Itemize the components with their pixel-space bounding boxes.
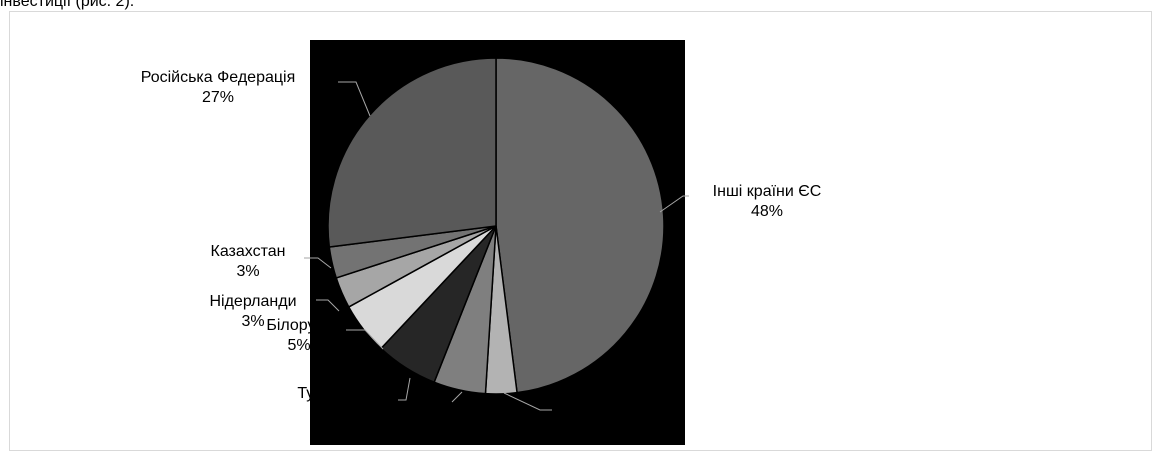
- pie-slices: [327, 57, 665, 395]
- slice-label: Італія: [563, 404, 605, 421]
- slice-label: Туреччина: [297, 385, 374, 402]
- slice-value-label: 27%: [202, 89, 234, 106]
- leader-line: [346, 329, 384, 350]
- slice-label: Казахстан: [211, 243, 286, 260]
- slice-value-label: 5%: [462, 424, 485, 441]
- slice-value-label: 3%: [572, 424, 595, 441]
- data-labels: Інші країни ЄС 48% Італія 3% Німеччина 5% Туре…: [141, 69, 822, 441]
- leader-line: [451, 391, 463, 403]
- slice-value-label: 6%: [324, 405, 347, 422]
- slice-value-label: 48%: [751, 203, 783, 220]
- leader-line: [659, 195, 689, 213]
- slice-label: Інші країни ЄС: [713, 183, 822, 200]
- slice-value-label: 3%: [241, 313, 264, 330]
- leader-line: [316, 299, 340, 312]
- slice-value-label: 3%: [236, 263, 259, 280]
- leader-line: [338, 81, 371, 117]
- leader-line: [503, 392, 552, 411]
- pie-slice: [495, 57, 665, 394]
- leader-lines: [304, 81, 689, 411]
- slice-label: Російська Федерація: [141, 69, 296, 86]
- intro-text: інвестиції (рис. 2).: [0, 0, 135, 10]
- slice-label: Нідерланди: [209, 293, 296, 310]
- slice-label: Німеччина: [435, 404, 513, 421]
- leader-line: [398, 377, 411, 401]
- leader-line: [304, 257, 332, 269]
- slice-value-label: 5%: [287, 337, 310, 354]
- slice-label: Білорусь: [266, 317, 331, 334]
